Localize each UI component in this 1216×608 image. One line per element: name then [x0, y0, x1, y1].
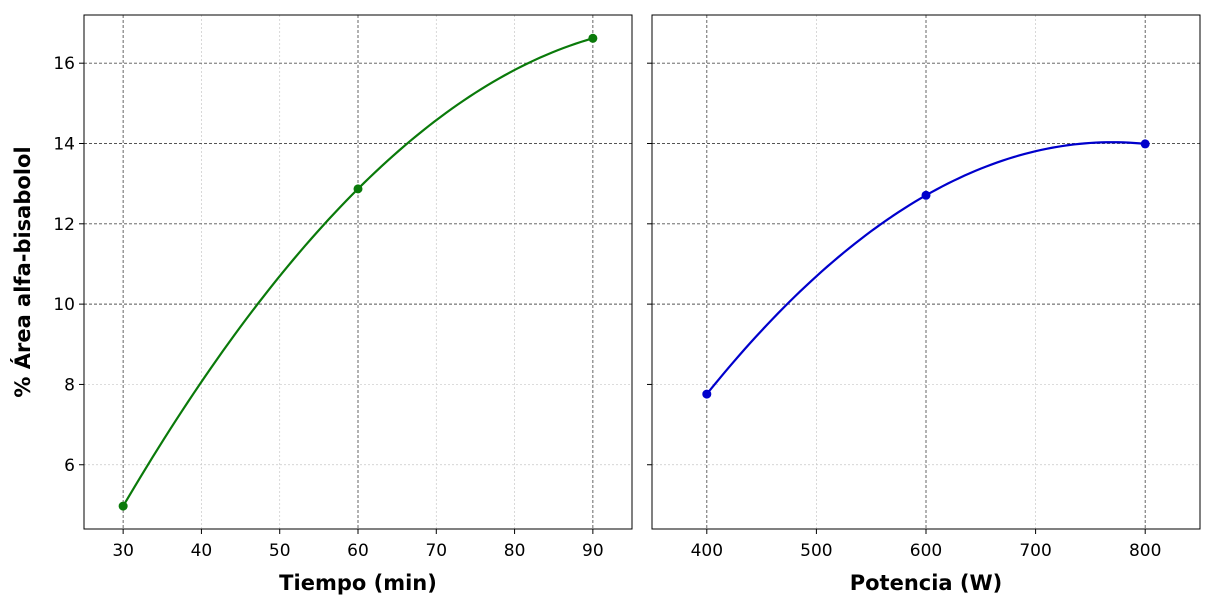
- x-tick-label: 50: [269, 541, 291, 561]
- y-tick-label: 12: [53, 215, 75, 235]
- x-tick-label: 500: [800, 541, 832, 561]
- x-tick-label: 700: [1019, 541, 1051, 561]
- data-point: [1140, 139, 1150, 149]
- x-tick-label: 30: [112, 541, 134, 561]
- x-tick-label: 80: [504, 541, 526, 561]
- x-tick-label: 90: [582, 541, 604, 561]
- y-tick-label: 16: [53, 54, 75, 74]
- data-point: [702, 389, 712, 399]
- y-tick-label: 8: [64, 375, 75, 395]
- x-tick-label: 40: [191, 541, 213, 561]
- data-point: [588, 33, 598, 43]
- y-tick-label: 6: [64, 456, 75, 476]
- x-axis-label: Tiempo (min): [279, 571, 437, 595]
- x-tick-label: 70: [425, 541, 447, 561]
- x-tick-label: 60: [347, 541, 369, 561]
- data-point: [921, 190, 931, 200]
- y-tick-label: 14: [53, 135, 75, 155]
- x-tick-label: 400: [691, 541, 723, 561]
- x-tick-label: 600: [910, 541, 942, 561]
- panel-potencia: 400 500 600 700 800 Potencia (W): [647, 14, 1201, 595]
- data-point: [353, 184, 363, 194]
- data-point: [118, 501, 128, 511]
- y-axis-label: % Área alfa-bisabolol: [10, 146, 35, 397]
- x-axis-label: Potencia (W): [850, 571, 1003, 595]
- y-tick-label: 10: [53, 295, 75, 315]
- x-tick-label: 800: [1129, 541, 1161, 561]
- panel-tiempo: 30 40 50 60 70 80 90 6 8 10 12 14 16 Tiempo (min) % Ár…: [10, 14, 633, 595]
